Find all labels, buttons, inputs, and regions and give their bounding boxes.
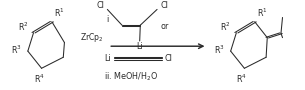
Text: R$^2$: R$^2$	[18, 20, 28, 33]
Text: R$^2$: R$^2$	[221, 20, 231, 33]
Text: R$^1$: R$^1$	[54, 7, 65, 19]
Text: Cl: Cl	[165, 54, 173, 63]
Text: R$^4$: R$^4$	[236, 73, 247, 85]
Text: ZrCp$_2$: ZrCp$_2$	[80, 31, 104, 44]
Text: R$^3$: R$^3$	[214, 44, 224, 56]
Text: R$^1$: R$^1$	[257, 7, 268, 19]
Text: Li: Li	[136, 42, 143, 51]
Text: or: or	[160, 22, 169, 31]
Text: R$^4$: R$^4$	[34, 73, 45, 85]
Text: Li: Li	[105, 54, 111, 63]
Text: Cl: Cl	[160, 1, 168, 10]
Text: Cl: Cl	[96, 1, 104, 10]
Text: R$^3$: R$^3$	[11, 44, 22, 56]
Text: i: i	[106, 15, 108, 24]
Text: ii. MeOH/H$_2$O: ii. MeOH/H$_2$O	[104, 71, 158, 83]
